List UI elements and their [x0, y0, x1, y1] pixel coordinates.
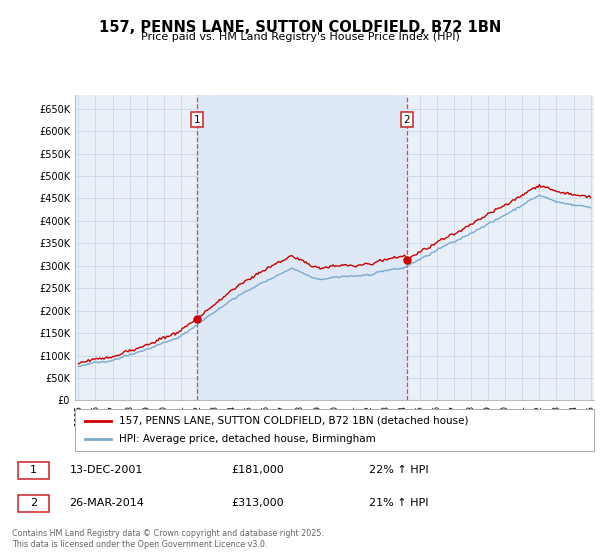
Text: 2: 2	[403, 115, 410, 125]
Text: 13-DEC-2001: 13-DEC-2001	[70, 465, 143, 475]
Text: 21% ↑ HPI: 21% ↑ HPI	[369, 498, 428, 508]
Text: 1: 1	[194, 115, 200, 125]
FancyBboxPatch shape	[18, 494, 49, 512]
Text: £181,000: £181,000	[231, 465, 284, 475]
Text: £313,000: £313,000	[231, 498, 284, 508]
Text: 2: 2	[30, 498, 37, 508]
Text: HPI: Average price, detached house, Birmingham: HPI: Average price, detached house, Birm…	[119, 434, 376, 444]
Text: 22% ↑ HPI: 22% ↑ HPI	[369, 465, 429, 475]
Text: 157, PENNS LANE, SUTTON COLDFIELD, B72 1BN: 157, PENNS LANE, SUTTON COLDFIELD, B72 1…	[99, 20, 501, 35]
Text: Contains HM Land Registry data © Crown copyright and database right 2025.
This d: Contains HM Land Registry data © Crown c…	[12, 529, 324, 549]
Bar	[197, 95, 407, 400]
Text: 26-MAR-2014: 26-MAR-2014	[70, 498, 145, 508]
FancyBboxPatch shape	[18, 461, 49, 479]
Text: Price paid vs. HM Land Registry's House Price Index (HPI): Price paid vs. HM Land Registry's House …	[140, 32, 460, 42]
Text: 157, PENNS LANE, SUTTON COLDFIELD, B72 1BN (detached house): 157, PENNS LANE, SUTTON COLDFIELD, B72 1…	[119, 416, 469, 426]
Text: 1: 1	[30, 465, 37, 475]
